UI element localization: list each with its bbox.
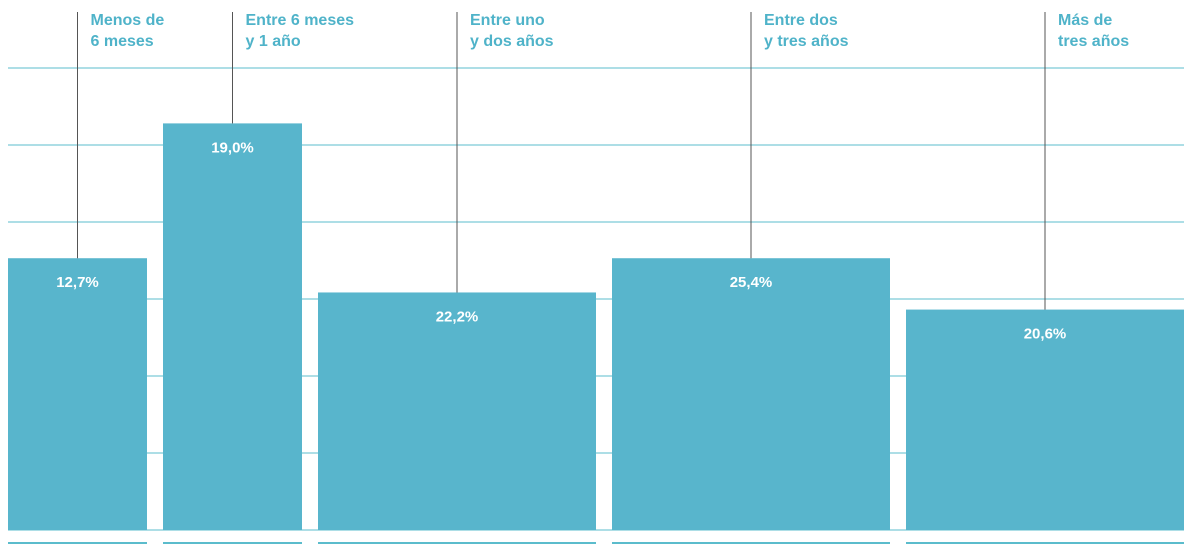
- category-label: y tres años: [764, 33, 849, 50]
- category-label: tres años: [1058, 33, 1129, 50]
- bar: [906, 309, 1184, 530]
- bar: [612, 258, 890, 530]
- value-label: 22,2%: [436, 308, 479, 325]
- category-label: Entre dos: [764, 12, 838, 29]
- value-label: 20,6%: [1024, 326, 1067, 343]
- bar: [163, 123, 302, 531]
- value-label: 25,4%: [730, 274, 773, 291]
- category-label: y dos años: [470, 33, 554, 50]
- value-label: 12,7%: [56, 274, 99, 291]
- category-label: Entre uno: [470, 12, 545, 29]
- category-label: 6 meses: [91, 33, 154, 50]
- category-label: Entre 6 meses: [246, 12, 355, 29]
- bar: [318, 292, 596, 530]
- category-label: Más de: [1058, 12, 1112, 29]
- category-label: Menos de: [91, 12, 165, 29]
- value-label: 19,0%: [211, 139, 254, 156]
- category-label: y 1 año: [246, 33, 301, 50]
- bar: [8, 258, 147, 530]
